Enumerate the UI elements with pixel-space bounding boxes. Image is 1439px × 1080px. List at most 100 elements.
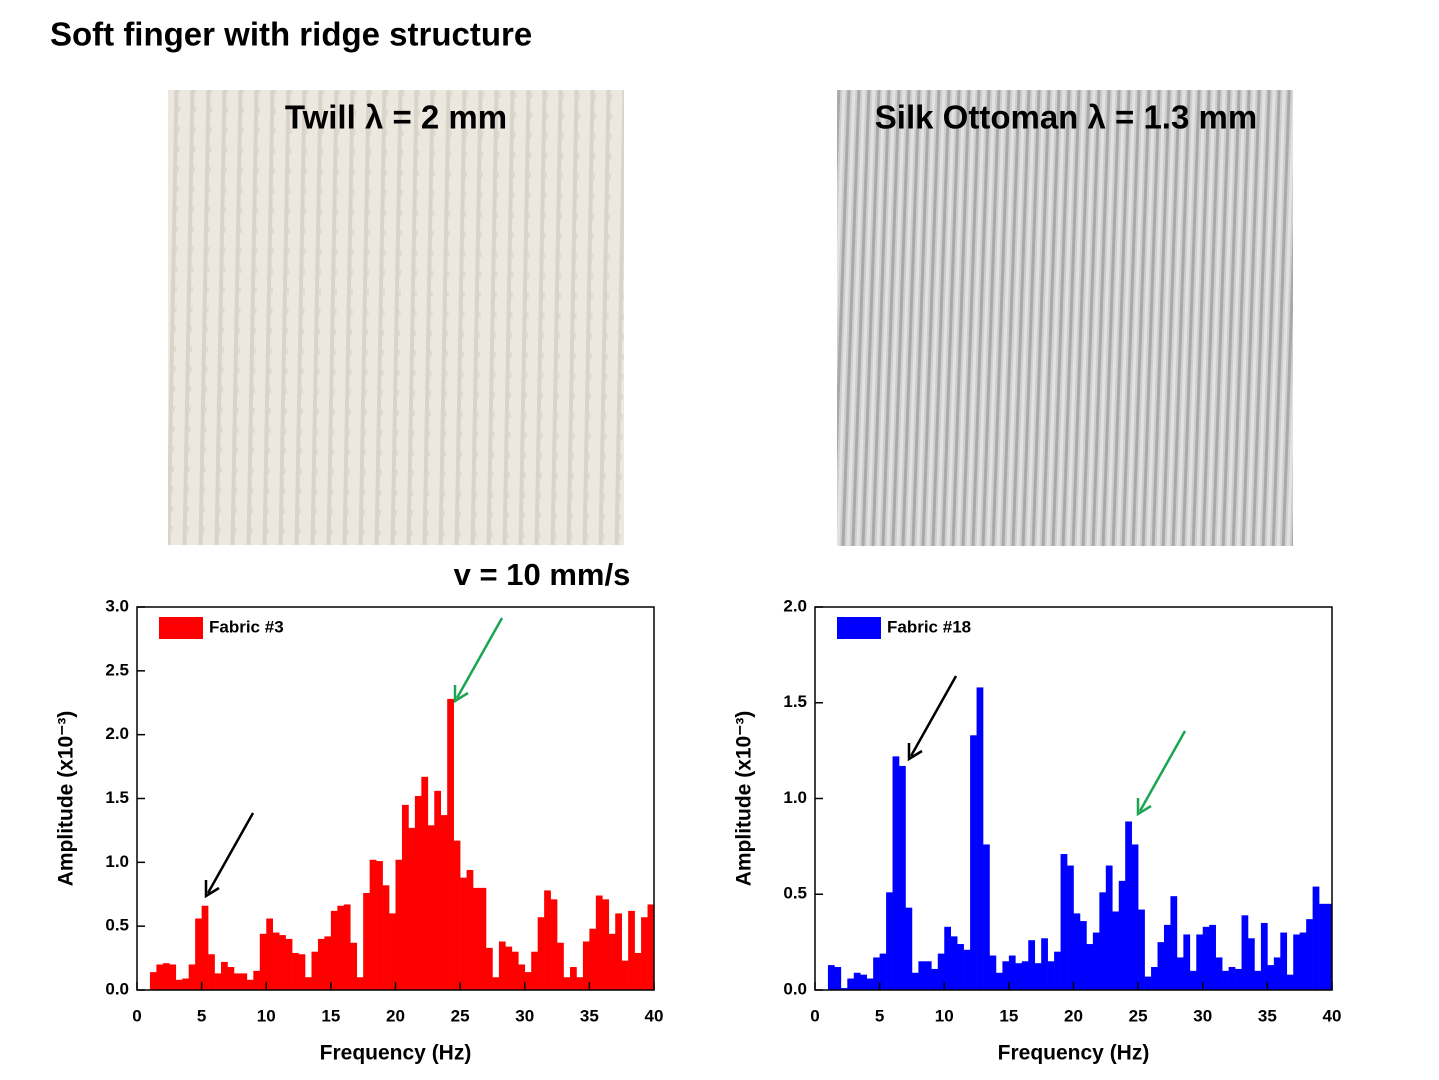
bar bbox=[957, 944, 964, 990]
bar bbox=[343, 904, 351, 990]
bar bbox=[937, 953, 945, 990]
bar bbox=[149, 972, 157, 990]
legend-label: Fabric #3 bbox=[209, 617, 284, 636]
x-tick-label: 30 bbox=[1193, 1006, 1212, 1025]
x-tick-label: 30 bbox=[515, 1006, 534, 1025]
bar bbox=[1260, 922, 1268, 990]
bar bbox=[182, 978, 189, 990]
bar bbox=[886, 892, 893, 990]
bar bbox=[324, 936, 332, 990]
bar bbox=[950, 936, 958, 990]
y-tick-label: 1.0 bbox=[783, 788, 807, 807]
bar bbox=[408, 827, 416, 990]
bar bbox=[356, 977, 364, 990]
bar bbox=[440, 815, 448, 990]
x-tick-label: 25 bbox=[451, 1006, 470, 1025]
legend-label: Fabric #18 bbox=[887, 617, 971, 636]
y-tick-label: 0.5 bbox=[783, 884, 807, 903]
bar bbox=[208, 954, 215, 990]
y-tick-label: 2.0 bbox=[105, 724, 129, 743]
bar bbox=[827, 965, 835, 990]
bar bbox=[1034, 963, 1042, 990]
x-tick-label: 15 bbox=[321, 1006, 340, 1025]
bar bbox=[1163, 924, 1171, 990]
bar bbox=[589, 928, 597, 990]
arrows bbox=[204, 617, 1187, 899]
bar bbox=[995, 972, 1003, 990]
bar bbox=[1041, 938, 1048, 990]
slide-title: Soft finger with ridge structure bbox=[50, 16, 532, 53]
bar bbox=[595, 895, 603, 990]
bar bbox=[1144, 976, 1152, 990]
bar bbox=[1228, 967, 1236, 990]
bar bbox=[1170, 896, 1178, 990]
bar bbox=[363, 892, 370, 990]
bar bbox=[524, 972, 532, 990]
bar bbox=[899, 765, 906, 990]
bar bbox=[233, 973, 241, 990]
bar bbox=[983, 844, 990, 990]
bar bbox=[1015, 963, 1023, 990]
bar bbox=[272, 932, 280, 990]
bar bbox=[518, 964, 526, 990]
bar bbox=[634, 952, 642, 990]
y-axis-label: Amplitude (x10⁻³) bbox=[55, 711, 78, 887]
bar bbox=[195, 918, 202, 990]
bar bbox=[1086, 944, 1094, 990]
bar bbox=[1312, 886, 1320, 990]
bar bbox=[1267, 965, 1275, 990]
bar bbox=[279, 935, 286, 990]
bar bbox=[285, 938, 293, 990]
bar bbox=[1176, 957, 1184, 990]
bar bbox=[330, 910, 338, 990]
bar bbox=[298, 954, 306, 990]
bar bbox=[317, 938, 325, 990]
x-axis-label: Frequency (Hz) bbox=[320, 1042, 472, 1065]
bar bbox=[221, 961, 228, 990]
bar bbox=[834, 967, 842, 990]
x-tick-label: 40 bbox=[645, 1006, 664, 1025]
bar bbox=[1118, 880, 1126, 990]
bar bbox=[621, 960, 629, 990]
bar bbox=[1196, 934, 1204, 990]
bar bbox=[201, 905, 209, 990]
bar bbox=[511, 951, 519, 990]
bar bbox=[253, 970, 261, 990]
bar bbox=[911, 972, 919, 990]
bar bbox=[879, 953, 887, 990]
twill-photo bbox=[168, 90, 624, 545]
bar bbox=[434, 790, 442, 990]
bar bbox=[473, 887, 480, 990]
y-tick-label: 1.5 bbox=[783, 692, 807, 711]
bar bbox=[1215, 957, 1223, 990]
bar bbox=[1247, 938, 1255, 990]
bar bbox=[350, 942, 358, 990]
bar bbox=[389, 913, 396, 990]
bar bbox=[1112, 911, 1120, 990]
y-tick-label: 3.0 bbox=[105, 596, 129, 615]
bar bbox=[460, 877, 467, 990]
bar bbox=[1047, 961, 1055, 990]
bar bbox=[976, 687, 984, 990]
bar bbox=[259, 933, 267, 990]
bar bbox=[188, 964, 196, 990]
charts: 0.0 0.5 1.0 1.5 2.0 2.5 3.0 0 5 10 15 20 25 30 35 40 Fre… bbox=[55, 596, 1342, 1064]
bar bbox=[1060, 854, 1068, 990]
bar bbox=[492, 977, 500, 990]
bar bbox=[292, 952, 299, 990]
legend-swatch bbox=[837, 617, 881, 639]
bar bbox=[1073, 913, 1081, 990]
bar bbox=[550, 899, 558, 990]
bar bbox=[485, 947, 493, 990]
x-tick-label: 25 bbox=[1129, 1006, 1148, 1025]
bar bbox=[924, 961, 932, 990]
bar bbox=[1099, 892, 1107, 990]
bar bbox=[866, 978, 874, 990]
bar bbox=[1092, 932, 1100, 990]
bar bbox=[563, 977, 571, 990]
x-tick-label: 10 bbox=[257, 1006, 276, 1025]
x-tick-label: 5 bbox=[875, 1006, 884, 1025]
bar bbox=[647, 904, 655, 990]
bar bbox=[214, 973, 222, 990]
bar bbox=[531, 951, 538, 990]
